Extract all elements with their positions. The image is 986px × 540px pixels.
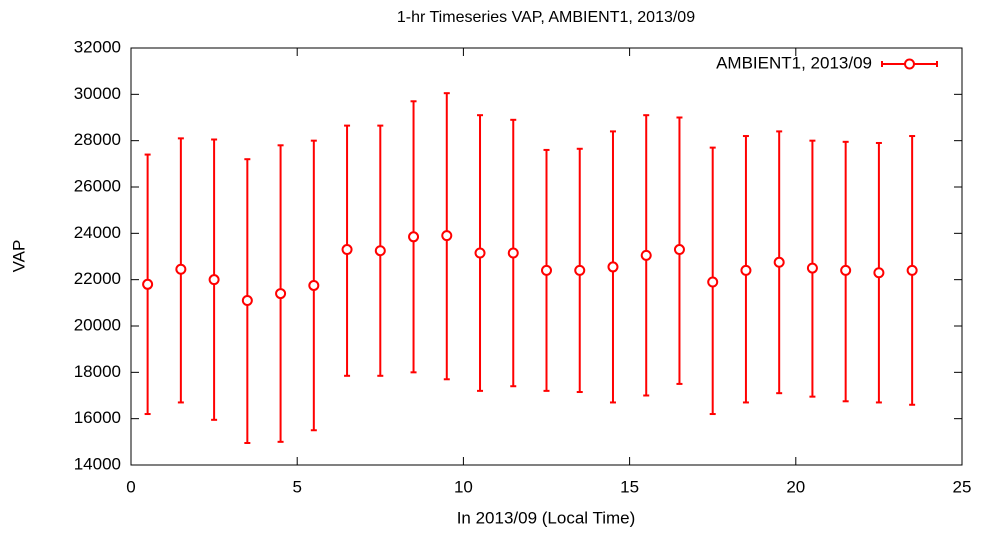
plot-frame: [130, 47, 963, 466]
data-point: [773, 256, 785, 268]
legend-label: AMBIENT1, 2013/09: [716, 53, 872, 72]
data-point: [541, 264, 552, 276]
data-point: [806, 262, 818, 274]
data-point: [707, 276, 719, 288]
data-point: [208, 274, 220, 286]
data-point: [474, 247, 486, 259]
data-point: [507, 247, 519, 259]
y-tick-label: 26000: [74, 176, 121, 195]
data-point: [175, 263, 187, 275]
y-tick-label: 28000: [74, 130, 121, 149]
data-point: [673, 244, 685, 256]
data-point: [607, 261, 619, 273]
x-tick-label: 20: [786, 477, 805, 496]
x-tick-label: 25: [953, 477, 972, 496]
y-tick-label: 24000: [74, 223, 121, 242]
y-tick-label: 30000: [74, 84, 121, 103]
data-point: [906, 264, 918, 276]
data-point: [640, 249, 652, 261]
x-tick-label: 15: [620, 477, 639, 496]
y-tick-label: 32000: [74, 37, 121, 56]
legend-swatch: [904, 58, 915, 70]
data-point: [740, 264, 752, 276]
x-tick-label: 5: [292, 477, 301, 496]
data-point: [374, 245, 386, 257]
data-point: [275, 288, 287, 300]
data-point: [574, 264, 586, 276]
data-point: [241, 295, 253, 307]
data-point: [308, 279, 320, 291]
y-tick-label: 22000: [74, 269, 121, 288]
data-point: [873, 267, 885, 279]
y-tick-label: 14000: [74, 454, 121, 473]
y-axis-label: VAP: [9, 240, 28, 273]
data-point: [441, 230, 453, 242]
y-tick-label: 20000: [74, 315, 121, 334]
y-tick-label: 18000: [74, 362, 121, 381]
x-tick-label: 10: [454, 477, 473, 496]
data-point: [840, 264, 852, 276]
x-axis-label: In 2013/09 (Local Time): [457, 508, 636, 527]
y-tick-label: 16000: [74, 408, 121, 427]
data-point: [408, 231, 420, 243]
data-point: [341, 244, 353, 256]
data-point: [142, 278, 154, 290]
chart-title: 1-hr Timeseries VAP, AMBIENT1, 2013/09: [397, 9, 695, 26]
x-tick-label: 0: [126, 477, 135, 496]
